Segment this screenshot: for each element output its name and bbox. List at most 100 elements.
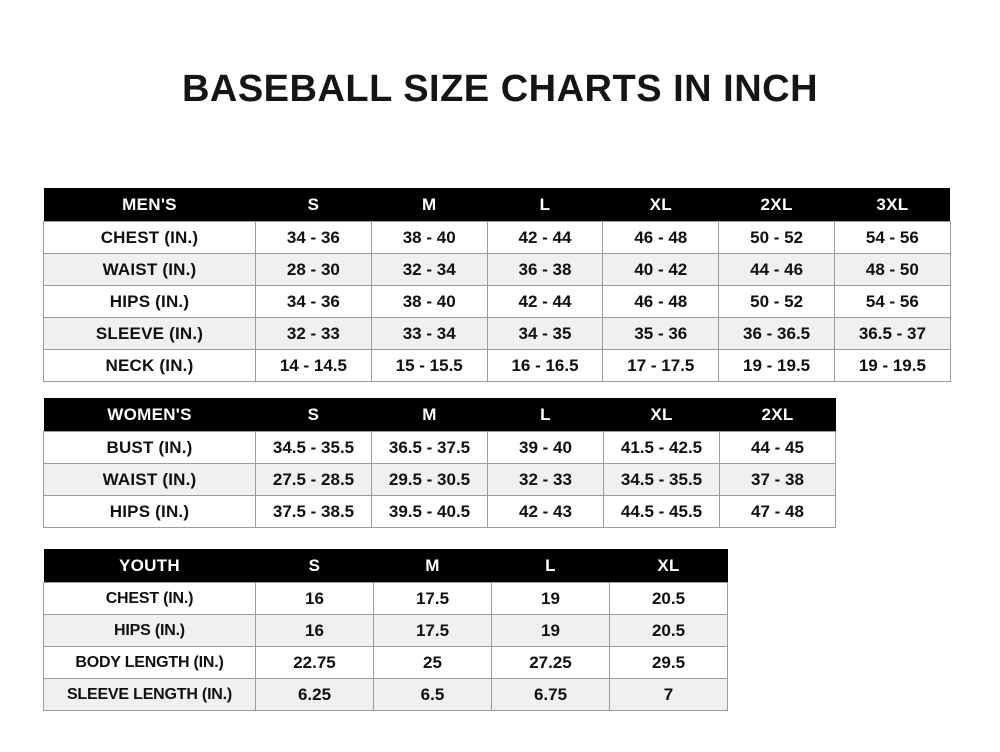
mens-header-cell-4: XL — [602, 188, 719, 222]
womens-cell-waist-m: 29.5 - 30.5 — [371, 463, 488, 496]
youth-row-label-sleeve-length: SLEEVE LENGTH (IN.) — [43, 678, 256, 711]
table-row: CHEST (IN.) 16 17.5 19 20.5 — [43, 582, 728, 615]
womens-size-table: WOMEN'S S M L XL 2XL BUST (IN.) 34.5 - 3… — [43, 398, 836, 528]
youth-header-cell-4: XL — [609, 549, 728, 583]
mens-cell-neck-2xl: 19 - 19.5 — [718, 349, 835, 382]
womens-cell-bust-2xl: 44 - 45 — [719, 431, 836, 464]
table-row: HIPS (IN.) 34 - 36 38 - 40 42 - 44 46 - … — [43, 285, 951, 318]
womens-cell-waist-s: 27.5 - 28.5 — [255, 463, 372, 496]
mens-header-cell-5: 2XL — [718, 188, 835, 222]
mens-cell-waist-xl: 40 - 42 — [602, 253, 720, 286]
mens-header-cell-2: M — [371, 188, 488, 222]
mens-cell-sleeve-m: 33 - 34 — [370, 317, 488, 350]
mens-cell-sleeve-3xl: 36.5 - 37 — [833, 317, 951, 350]
mens-row-label-sleeve: SLEEVE (IN.) — [43, 317, 256, 350]
mens-row-label-chest: CHEST (IN.) — [43, 221, 256, 254]
youth-cell-chest-s: 16 — [255, 582, 374, 615]
womens-cell-waist-l: 32 - 33 — [487, 463, 604, 496]
table-row: CHEST (IN.) 34 - 36 38 - 40 42 - 44 46 -… — [43, 221, 951, 254]
youth-cell-sleeve-length-m: 6.5 — [373, 678, 492, 711]
womens-header-cell-5: 2XL — [719, 398, 836, 432]
mens-cell-sleeve-xl: 35 - 36 — [602, 317, 720, 350]
table-row: WAIST (IN.) 28 - 30 32 - 34 36 - 38 40 -… — [43, 253, 951, 286]
womens-cell-hips-m: 39.5 - 40.5 — [371, 495, 488, 528]
mens-row-label-neck: NECK (IN.) — [43, 349, 256, 382]
mens-cell-waist-l: 36 - 38 — [486, 253, 604, 286]
table-row: HIPS (IN.) 37.5 - 38.5 39.5 - 40.5 42 - … — [43, 495, 836, 528]
mens-cell-neck-xl: 17 - 17.5 — [602, 349, 720, 382]
mens-cell-hips-xl: 46 - 48 — [602, 285, 720, 318]
youth-header-cell-0: YOUTH — [43, 549, 256, 583]
mens-cell-chest-s: 34 - 36 — [255, 221, 372, 254]
youth-cell-body-length-s: 22.75 — [255, 646, 374, 679]
youth-cell-chest-m: 17.5 — [373, 582, 492, 615]
womens-cell-bust-m: 36.5 - 37.5 — [371, 431, 488, 464]
mens-cell-neck-3xl: 19 - 19.5 — [833, 349, 951, 382]
youth-cell-hips-s: 16 — [255, 614, 374, 647]
mens-cell-neck-s: 14 - 14.5 — [255, 349, 372, 382]
mens-cell-waist-3xl: 48 - 50 — [833, 253, 951, 286]
youth-cell-body-length-xl: 29.5 — [609, 646, 728, 679]
womens-cell-bust-xl: 41.5 - 42.5 — [603, 431, 720, 464]
womens-header-cell-2: M — [371, 398, 488, 432]
mens-cell-hips-s: 34 - 36 — [255, 285, 372, 318]
mens-cell-waist-m: 32 - 34 — [370, 253, 488, 286]
mens-cell-chest-3xl: 54 - 56 — [833, 221, 951, 254]
mens-cell-hips-l: 42 - 44 — [486, 285, 604, 318]
mens-cell-chest-l: 42 - 44 — [486, 221, 604, 254]
youth-header-cell-3: L — [491, 549, 610, 583]
mens-table-header-row: MEN'S S M L XL 2XL 3XL — [43, 188, 951, 222]
table-row: SLEEVE (IN.) 32 - 33 33 - 34 34 - 35 35 … — [43, 317, 951, 350]
womens-header-cell-1: S — [255, 398, 372, 432]
womens-table-header-row: WOMEN'S S M L XL 2XL — [43, 398, 836, 432]
youth-cell-hips-m: 17.5 — [373, 614, 492, 647]
youth-cell-sleeve-length-l: 6.75 — [491, 678, 610, 711]
mens-cell-waist-s: 28 - 30 — [255, 253, 372, 286]
mens-header-cell-3: L — [487, 188, 603, 222]
mens-header-cell-0: MEN'S — [43, 188, 256, 222]
womens-row-label-waist: WAIST (IN.) — [43, 463, 256, 496]
youth-header-cell-2: M — [373, 549, 492, 583]
page-title: BASEBALL SIZE CHARTS IN INCH — [181, 68, 819, 110]
mens-header-cell-1: S — [255, 188, 372, 222]
youth-cell-chest-xl: 20.5 — [609, 582, 728, 615]
youth-cell-body-length-l: 27.25 — [491, 646, 610, 679]
womens-header-cell-0: WOMEN'S — [43, 398, 256, 432]
womens-row-label-hips: HIPS (IN.) — [43, 495, 256, 528]
youth-row-label-body-length: BODY LENGTH (IN.) — [43, 646, 256, 679]
mens-cell-neck-m: 15 - 15.5 — [370, 349, 488, 382]
mens-size-table: MEN'S S M L XL 2XL 3XL CHEST (IN.) 34 - … — [43, 188, 951, 382]
mens-cell-sleeve-l: 34 - 35 — [486, 317, 604, 350]
table-row: NECK (IN.) 14 - 14.5 15 - 15.5 16 - 16.5… — [43, 349, 951, 382]
youth-cell-body-length-m: 25 — [373, 646, 492, 679]
mens-cell-hips-3xl: 54 - 56 — [833, 285, 951, 318]
mens-row-label-hips: HIPS (IN.) — [43, 285, 256, 318]
womens-cell-hips-xl: 44.5 - 45.5 — [603, 495, 720, 528]
mens-row-label-waist: WAIST (IN.) — [43, 253, 256, 286]
womens-cell-waist-xl: 34.5 - 35.5 — [603, 463, 720, 496]
youth-cell-chest-l: 19 — [491, 582, 610, 615]
mens-cell-chest-xl: 46 - 48 — [602, 221, 720, 254]
womens-header-cell-3: L — [487, 398, 604, 432]
womens-cell-bust-s: 34.5 - 35.5 — [255, 431, 372, 464]
youth-cell-sleeve-length-xl: 7 — [609, 678, 728, 711]
mens-cell-waist-2xl: 44 - 46 — [718, 253, 835, 286]
mens-cell-hips-m: 38 - 40 — [370, 285, 488, 318]
mens-cell-neck-l: 16 - 16.5 — [486, 349, 604, 382]
table-row: SLEEVE LENGTH (IN.) 6.25 6.5 6.75 7 — [43, 678, 728, 711]
womens-cell-hips-2xl: 47 - 48 — [719, 495, 836, 528]
mens-cell-hips-2xl: 50 - 52 — [718, 285, 835, 318]
mens-cell-chest-m: 38 - 40 — [370, 221, 488, 254]
mens-header-cell-6: 3XL — [834, 188, 951, 222]
youth-size-table: YOUTH S M L XL CHEST (IN.) 16 17.5 19 20… — [43, 549, 728, 711]
womens-cell-hips-l: 42 - 43 — [487, 495, 604, 528]
youth-cell-sleeve-length-s: 6.25 — [255, 678, 374, 711]
table-row: HIPS (IN.) 16 17.5 19 20.5 — [43, 614, 728, 647]
womens-cell-waist-2xl: 37 - 38 — [719, 463, 836, 496]
youth-header-cell-1: S — [255, 549, 374, 583]
mens-cell-sleeve-s: 32 - 33 — [255, 317, 372, 350]
youth-row-label-chest: CHEST (IN.) — [43, 582, 256, 615]
youth-cell-hips-xl: 20.5 — [609, 614, 728, 647]
womens-cell-bust-l: 39 - 40 — [487, 431, 604, 464]
